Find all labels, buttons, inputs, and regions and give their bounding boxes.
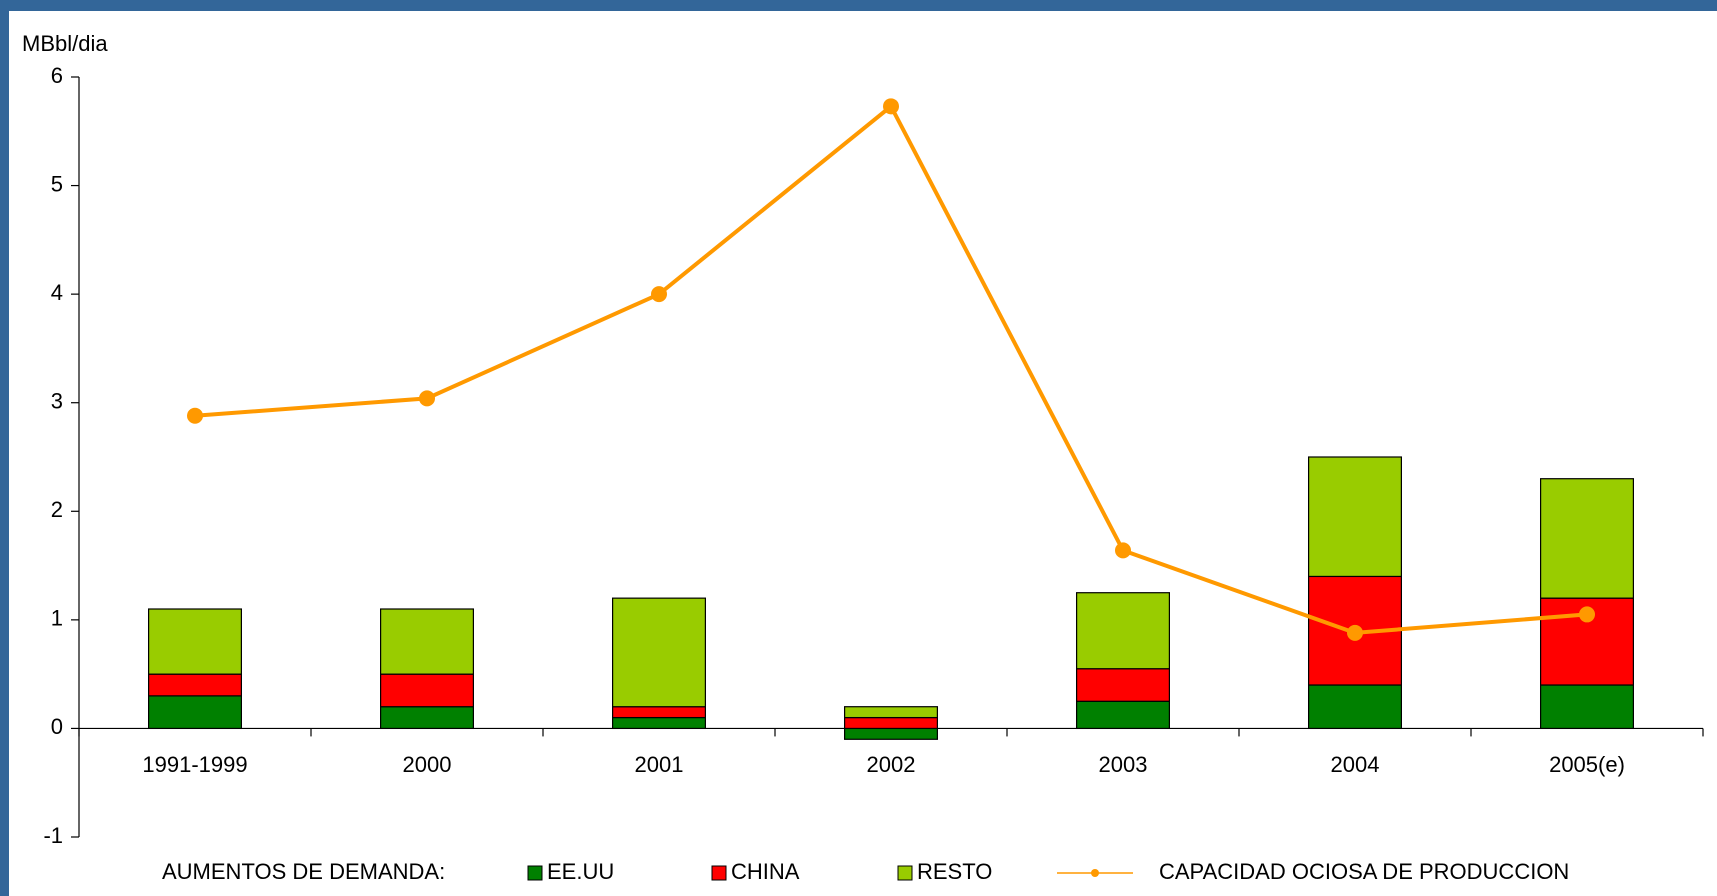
- bar-segment: [380, 706, 475, 730]
- legend-title: AUMENTOS DE DEMANDA:: [162, 859, 445, 884]
- legend-label: RESTO: [917, 859, 992, 884]
- bar-segment: [148, 695, 243, 730]
- bar-segment: [1075, 700, 1170, 730]
- line-point: [883, 98, 899, 115]
- bar-segment: [148, 608, 243, 675]
- line-point: [651, 286, 667, 303]
- bar-segment: [1539, 478, 1634, 599]
- line-point: [1115, 542, 1131, 559]
- x-tick-label: 1991-1999: [142, 752, 247, 777]
- legend-swatch: [711, 865, 727, 881]
- bar-segment: [1307, 456, 1402, 578]
- bar-segment: [1075, 668, 1170, 702]
- bar-segment: [1307, 684, 1402, 730]
- legend-swatch: [897, 865, 913, 881]
- bar-segment: [380, 608, 475, 675]
- y-tick-label: 4: [51, 280, 63, 305]
- bar-segment: [843, 727, 938, 740]
- x-tick-label: 2001: [635, 752, 684, 777]
- bar-segment: [1539, 684, 1634, 730]
- legend-swatch: [527, 865, 543, 881]
- y-tick-label: 2: [51, 497, 63, 522]
- legend-label: CHINA: [731, 859, 800, 884]
- y-tick-label: 6: [51, 63, 63, 88]
- line-point: [419, 390, 435, 407]
- bar-segment: [611, 716, 706, 730]
- bar-segment: [843, 706, 938, 719]
- bar-segment: [148, 673, 243, 697]
- y-tick-label: 5: [51, 171, 63, 196]
- y-tick-label: 3: [51, 389, 63, 414]
- bar-segment: [1075, 592, 1170, 670]
- y-tick-label: 0: [51, 714, 63, 739]
- bar-segment: [380, 673, 475, 708]
- x-tick-label: 2000: [403, 752, 452, 777]
- line-point: [1579, 606, 1595, 623]
- x-tick-label: 2002: [867, 752, 916, 777]
- bar-segment: [611, 597, 706, 708]
- y-axis-label: MBbl/dia: [22, 31, 108, 56]
- legend-label: CAPACIDAD OCIOSA DE PRODUCCION: [1159, 859, 1569, 884]
- legend-label: EE.UU: [547, 859, 614, 884]
- frame-left: [0, 0, 9, 896]
- x-tick-label: 2004: [1331, 752, 1380, 777]
- bar-segment: [843, 716, 938, 730]
- x-tick-label: 2003: [1099, 752, 1148, 777]
- frame-top: [0, 0, 1717, 11]
- legend-marker: [1091, 869, 1099, 877]
- line-point: [1347, 624, 1363, 641]
- y-tick-label: -1: [43, 823, 63, 848]
- x-tick-label: 2005(e): [1549, 752, 1625, 777]
- line-point: [187, 407, 203, 424]
- y-tick-label: 1: [51, 606, 63, 631]
- bar-segment: [611, 706, 706, 719]
